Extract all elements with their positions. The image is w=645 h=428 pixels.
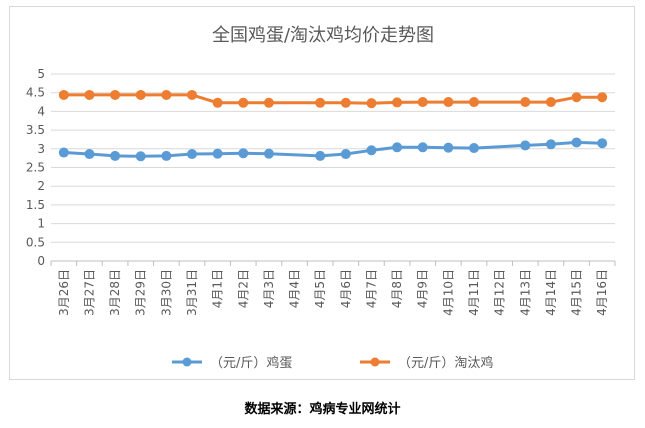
x-tick-label: 4月14日 [544,269,558,316]
x-tick-label: 4月5日 [313,269,327,308]
data-point [58,89,69,100]
data-point [597,138,608,149]
x-tick-label: 4月6日 [339,269,353,308]
chart-title: 全国鸡蛋/淘汰鸡均价走势图 [212,25,434,46]
series-lines [58,89,608,162]
legend: （元/斤）鸡蛋 （元/斤）淘汰鸡 [172,355,493,371]
data-point [110,150,121,161]
data-point [84,149,95,160]
y-tick-label: 4 [37,104,45,118]
data-point [392,97,403,108]
x-tick-label: 4月7日 [364,269,378,308]
data-point [545,139,556,150]
x-tick-label: 4月8日 [390,269,404,308]
x-tick-label: 3月27日 [82,269,96,316]
data-point [161,89,172,100]
y-tick-label: 0 [37,254,45,268]
data-point [161,150,172,161]
x-tick-label: 4月1日 [211,269,225,308]
chart-frame: 全国鸡蛋/淘汰鸡均价走势图 0 0.5 1 1.5 2 2.5 3 3.5 4 4.5 5 3月26… [9,6,635,380]
line-chart: 全国鸡蛋/淘汰鸡均价走势图 0 0.5 1 1.5 2 2.5 3 3.5 4 4.5 5 3月26… [26,25,616,371]
data-point [58,147,69,158]
y-tick-label: 1.5 [26,198,45,212]
legend-label: （元/斤）鸡蛋 [210,355,292,371]
data-point [263,97,274,108]
legend-item-1: （元/斤）淘汰鸡 [360,355,493,371]
x-tick-label: 3月26日 [57,269,71,316]
gridlines [51,73,615,262]
data-point [571,137,582,148]
data-point [238,148,249,159]
data-point [187,89,197,100]
legend-marker [370,357,380,367]
x-tick-label: 3月28日 [108,269,122,316]
x-axis: 3月26日 3月27日 3月28日 3月29日 3月30日 3月31日 4月1日 4月2日 4月… [50,261,616,316]
data-point [520,140,531,151]
x-tick-label: 3月29日 [134,269,148,316]
data-point [135,89,146,100]
data-point [469,143,479,154]
data-point [443,142,454,153]
data-point [238,97,249,108]
x-tick-label: 4月10日 [441,269,455,316]
x-tick-label: 4月15日 [570,269,584,316]
data-point [340,97,351,108]
data-point [315,150,326,161]
data-point [263,148,274,159]
data-point [545,97,556,108]
x-tick-label: 4月3日 [262,269,276,308]
data-point [212,148,223,159]
data-point [443,97,454,108]
data-point [315,97,326,108]
data-point [84,89,95,100]
x-tick-label: 4月9日 [416,269,430,308]
y-tick-label: 2 [37,179,45,193]
x-tick-label: 4月2日 [236,269,250,308]
y-tick-label: 5 [37,67,45,81]
data-point [366,98,377,109]
y-tick-label: 1 [37,217,45,231]
data-point [520,97,531,108]
data-point [135,151,146,162]
data-point [366,145,377,156]
x-tick-label: 4月4日 [288,269,302,308]
data-point [417,142,428,153]
y-tick-label: 2.5 [26,161,45,175]
data-point [187,149,197,160]
data-point [212,97,223,108]
legend-label: （元/斤）淘汰鸡 [398,355,493,371]
x-tick-label: 4月11日 [467,269,481,316]
x-tick-label: 4月12日 [493,269,507,316]
data-point [392,142,403,153]
y-tick-label: 3.5 [26,123,45,137]
series-1 [58,89,608,109]
data-point [340,149,351,160]
data-point [110,89,121,100]
source-note: 数据来源：鸡病专业网统计 [244,402,401,417]
legend-item-0: （元/斤）鸡蛋 [172,355,292,371]
data-point [469,97,479,108]
y-axis: 0 0.5 1 1.5 2 2.5 3 3.5 4 4.5 5 [26,67,45,268]
series-0 [58,137,608,162]
legend-marker [182,357,192,367]
y-tick-label: 3 [37,142,45,156]
data-point [417,97,428,108]
data-point [571,92,582,103]
y-tick-label: 0.5 [26,235,45,249]
x-tick-label: 3月30日 [159,269,173,316]
y-tick-label: 4.5 [26,86,45,100]
data-point [597,92,608,103]
x-tick-label: 4月13日 [518,269,532,316]
x-tick-label: 3月31日 [185,269,199,316]
x-tick-label: 4月16日 [595,269,609,316]
